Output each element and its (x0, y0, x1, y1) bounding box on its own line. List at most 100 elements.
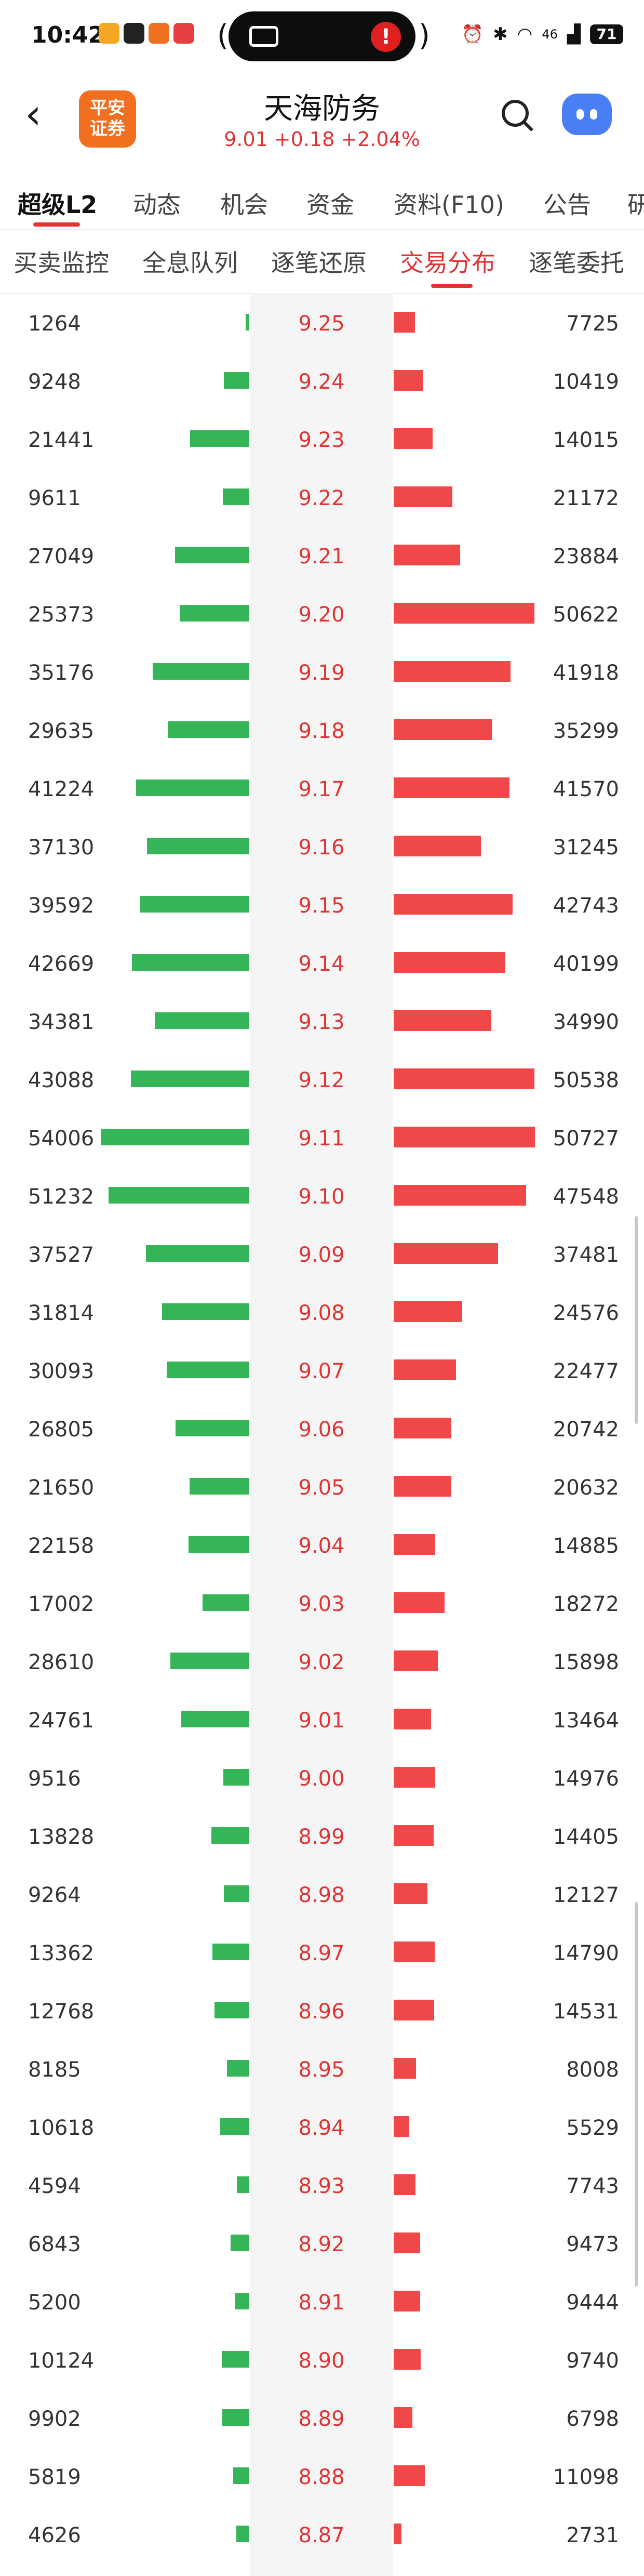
table-row[interactable]: 24761 9.01 13464 (0, 1690, 644, 1748)
table-row[interactable]: 21441 9.23 14015 (0, 409, 644, 468)
back-arrow-icon[interactable]: ‹ (25, 90, 42, 138)
table-row[interactable]: 9902 8.89 6798 (0, 2388, 644, 2447)
table-row[interactable]: 31814 9.08 24576 (0, 1283, 644, 1341)
sell-volume-bar (394, 1418, 451, 1438)
price-level: 9.19 (298, 661, 345, 685)
table-row[interactable]: 21650 9.05 20632 (0, 1457, 644, 1515)
battery-icon: 71 (590, 24, 623, 44)
sell-volume: 11098 (553, 2465, 619, 2489)
table-row[interactable]: 13362 8.97 14790 (0, 1923, 644, 1981)
table-row[interactable]: 9264 8.98 12127 (0, 1865, 644, 1923)
price-level: 8.98 (298, 1883, 345, 1907)
table-row[interactable]: 25373 9.20 50622 (0, 584, 644, 642)
table-row[interactable]: 27049 9.21 23884 (0, 526, 644, 584)
sell-volume-bar (394, 486, 452, 507)
table-row[interactable]: 8185 8.95 8008 (0, 2039, 644, 2097)
table-row[interactable]: 10124 8.90 9740 (0, 2330, 644, 2388)
buy-volume-bar (222, 2351, 249, 2368)
sell-volume-bar (394, 836, 481, 856)
table-row[interactable]: 43088 9.12 50538 (0, 1050, 644, 1108)
scrollbar[interactable] (635, 1216, 638, 1424)
trade-distribution-table[interactable]: 1264 9.25 7725 9248 9.24 10419 21441 9.23 14015 9… (0, 293, 644, 2576)
price-level: 9.17 (298, 777, 345, 801)
buy-volume-bar (190, 430, 249, 447)
sell-volume: 50622 (553, 603, 619, 627)
buy-volume: 4626 (28, 2524, 81, 2547)
buy-volume-bar (101, 1129, 249, 1145)
sell-volume-bar (394, 1709, 431, 1729)
table-row[interactable]: 29635 9.18 35299 (0, 701, 644, 759)
sell-volume-bar (394, 2524, 401, 2544)
table-row[interactable]: 28610 9.02 15898 (0, 1632, 644, 1690)
table-row[interactable]: 1264 9.25 7725 (0, 293, 644, 351)
buy-volume: 9611 (28, 486, 81, 510)
tab-research[interactable]: 研 (627, 191, 644, 219)
assistant-robot-icon[interactable] (562, 94, 612, 135)
dynamic-island[interactable]: ! (229, 11, 415, 61)
subtab-tick-orders[interactable]: 逐笔委托 (529, 249, 624, 277)
buy-volume: 35176 (28, 661, 95, 685)
table-row[interactable]: 34381 9.13 34990 (0, 992, 644, 1050)
sell-volume-bar (394, 1592, 445, 1613)
broker-logo[interactable]: 平安 证券 (79, 90, 136, 148)
search-icon[interactable] (502, 100, 529, 127)
tab-dynamics[interactable]: 动态 (133, 191, 181, 219)
buy-volume: 12768 (28, 2000, 95, 2024)
subtab-full-queue[interactable]: 全息队列 (142, 249, 238, 277)
table-row[interactable]: 26805 9.06 20742 (0, 1399, 644, 1457)
tab-f10[interactable]: 资料(F10) (394, 191, 504, 219)
table-row[interactable]: 30093 9.07 22477 (0, 1341, 644, 1399)
sell-volume: 50538 (553, 1068, 619, 1092)
buy-volume: 54006 (28, 1127, 95, 1151)
sell-volume-bar (394, 1476, 451, 1497)
table-row[interactable]: 17002 9.03 18272 (0, 1574, 644, 1632)
buy-volume: 25373 (28, 603, 95, 627)
table-row[interactable]: 42669 9.14 40199 (0, 933, 644, 992)
buy-volume: 6843 (28, 2232, 81, 2256)
table-row[interactable]: 5200 8.91 9444 (0, 2272, 644, 2330)
tab-funds[interactable]: 资金 (306, 191, 354, 219)
price-level: 8.93 (298, 2174, 345, 2198)
subtab-trade-distribution[interactable]: 交易分布 (400, 249, 495, 277)
table-row[interactable]: 54006 9.11 50727 (0, 1108, 644, 1166)
sell-volume-bar (394, 2232, 420, 2253)
tab-opportunity[interactable]: 机会 (220, 191, 268, 219)
table-row[interactable]: 9611 9.22 21172 (0, 468, 644, 526)
table-row[interactable]: 39592 9.15 42743 (0, 875, 644, 933)
table-row[interactable]: 10618 8.94 5529 (0, 2097, 644, 2156)
stock-quote: 9.01 +0.18 +2.04% (224, 128, 420, 151)
table-row[interactable]: 5819 8.88 11098 (0, 2447, 644, 2505)
sell-volume: 24576 (553, 1301, 619, 1325)
island-right-bracket: ) (419, 19, 430, 52)
tab-announcements[interactable]: 公告 (543, 191, 591, 219)
buy-volume: 10124 (28, 2349, 95, 2373)
table-row[interactable]: 37527 9.09 37481 (0, 1224, 644, 1283)
sell-volume-bar (394, 312, 415, 333)
tab-super-l2[interactable]: 超级L2 (18, 191, 98, 219)
table-row[interactable]: 9248 9.24 10419 (0, 351, 644, 409)
table-row[interactable]: 13828 8.99 14405 (0, 1806, 644, 1865)
sell-volume: 40199 (553, 952, 619, 976)
table-row[interactable]: 37130 9.16 31245 (0, 817, 644, 875)
scrollbar[interactable] (635, 1902, 638, 2287)
sell-volume: 47548 (553, 1185, 619, 1209)
price-level: 9.20 (298, 603, 345, 627)
table-row[interactable]: 22158 9.04 14885 (0, 1515, 644, 1574)
table-row[interactable]: 12768 8.96 14531 (0, 1981, 644, 2039)
sell-volume: 9473 (566, 2232, 619, 2256)
table-row[interactable]: 6843 8.92 9473 (0, 2214, 644, 2272)
sell-volume-bar (394, 1068, 534, 1089)
table-row[interactable]: 35176 9.19 41918 (0, 642, 644, 701)
sell-volume-bar (394, 1243, 498, 1264)
sell-volume: 14976 (553, 1767, 619, 1791)
table-row[interactable]: 4626 8.87 2731 (0, 2505, 644, 2563)
table-row[interactable]: 9516 9.00 14976 (0, 1748, 644, 1806)
sell-volume: 6798 (566, 2407, 619, 2431)
buy-volume: 42669 (28, 952, 95, 976)
subtab-tick-replay[interactable]: 逐笔还原 (271, 249, 367, 277)
sell-volume: 20742 (553, 1418, 619, 1442)
table-row[interactable]: 51232 9.10 47548 (0, 1166, 644, 1224)
subtab-trade-monitor[interactable]: 买卖监控 (14, 249, 109, 277)
table-row[interactable]: 4594 8.93 7743 (0, 2156, 644, 2214)
table-row[interactable]: 41224 9.17 41570 (0, 759, 644, 817)
